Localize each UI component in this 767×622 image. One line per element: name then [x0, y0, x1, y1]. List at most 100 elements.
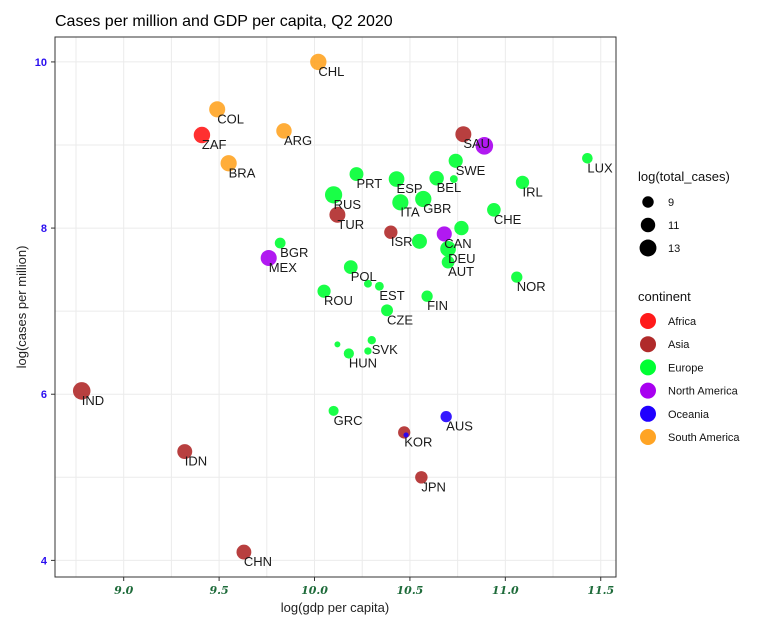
data-point: [324, 186, 343, 204]
data-point: [381, 304, 394, 317]
data-point: [511, 271, 523, 283]
y-axis-title: log(cases per million): [14, 246, 29, 369]
color-legend: continent Africa Asia Europe North America O…: [638, 289, 740, 445]
data-point: [343, 260, 358, 275]
size-legend-key: [640, 217, 656, 233]
point-label: CZE: [387, 312, 413, 327]
data-point: [421, 290, 433, 302]
data-point: [388, 171, 405, 187]
data-point: [415, 471, 428, 484]
data-point: [582, 152, 593, 164]
data-point: [374, 281, 384, 291]
point-label: DEU: [448, 251, 475, 266]
color-legend-key: [640, 429, 656, 445]
color-legend-key: [640, 405, 656, 422]
data-point: [515, 175, 530, 190]
data-point: [343, 348, 354, 359]
point-label: ISR: [391, 234, 413, 249]
point-label: ZAF: [202, 137, 227, 152]
data-point: [455, 126, 472, 143]
point-label: FIN: [427, 298, 448, 313]
data-point: [177, 444, 193, 460]
point-label: IRL: [523, 184, 543, 199]
x-axis-title: log(gdp per capita): [281, 600, 389, 615]
point-label: AUS: [446, 419, 473, 434]
size-legend-key: [639, 239, 657, 257]
color-legend-key: [640, 382, 656, 399]
panel-border: [54, 36, 617, 578]
y-tick-label: 8: [41, 223, 47, 235]
color-legend-label: South America: [668, 432, 740, 444]
point-label: ROU: [324, 293, 353, 308]
point-label: ARG: [284, 133, 312, 148]
data-point: [441, 255, 455, 269]
y-tick-label: 4: [41, 555, 48, 567]
point-label: EST: [379, 288, 404, 303]
points-layer: [72, 53, 593, 560]
point-label: GRC: [334, 413, 363, 428]
data-point: [367, 336, 376, 345]
y-tick-label: 6: [41, 389, 47, 401]
point-label: CHN: [244, 554, 272, 569]
data-point: [274, 237, 286, 249]
size-legend-key: [642, 196, 654, 208]
data-point: [220, 155, 237, 172]
point-label: NOR: [517, 279, 546, 294]
point-label: BGR: [280, 245, 308, 260]
point-label: BRA: [229, 165, 256, 180]
point-label: SWE: [456, 163, 486, 178]
point-label: IDN: [185, 454, 207, 469]
color-legend-key: [640, 313, 656, 329]
point-label: JPN: [421, 479, 446, 494]
y-tick-label: 10: [35, 57, 47, 69]
data-point: [349, 167, 364, 182]
data-point: [236, 544, 252, 560]
data-point: [328, 405, 339, 416]
data-point: [260, 249, 277, 267]
point-label: SAU: [463, 136, 490, 151]
point-label: BEL: [437, 180, 462, 195]
point-label: PRT: [356, 176, 382, 191]
color-legend-label: Oceania: [668, 409, 710, 421]
point-label: LUX: [587, 160, 613, 175]
color-legend-title: continent: [638, 289, 691, 304]
data-point: [475, 137, 494, 155]
chart-title: Cases per million and GDP per capita, Q2…: [55, 13, 393, 30]
point-label: ITA: [400, 204, 420, 219]
data-point: [429, 171, 444, 186]
x-tick-label: 10.5: [397, 584, 424, 597]
grid: [55, 37, 616, 577]
size-legend-label: 9: [668, 197, 674, 209]
panel-background: [55, 37, 616, 577]
data-point: [384, 225, 398, 239]
data-point: [363, 279, 372, 288]
data-point: [448, 153, 463, 168]
color-legend-key: [640, 359, 656, 376]
size-legend-label: 13: [668, 243, 680, 255]
data-point: [193, 126, 211, 144]
data-point: [209, 101, 226, 118]
data-point: [454, 220, 469, 236]
point-label: CAN: [444, 236, 471, 251]
x-tick-label: 11.5: [587, 584, 614, 597]
color-legend-key: [640, 336, 656, 353]
point-label: ESP: [397, 181, 423, 196]
color-legend-label: Africa: [668, 316, 697, 328]
point-label: MEX: [269, 260, 298, 275]
data-point: [364, 347, 372, 355]
color-legend-label: Europe: [668, 362, 703, 374]
data-point: [440, 411, 452, 423]
x-tick-label: 10.0: [301, 584, 328, 597]
data-point: [276, 123, 292, 139]
color-legend-label: North America: [668, 386, 739, 398]
point-label: COL: [217, 111, 244, 126]
data-point: [334, 341, 341, 348]
point-label: AUT: [448, 264, 474, 279]
size-legend: log(total_cases) 9 11 13: [638, 169, 730, 257]
point-label: POL: [351, 269, 377, 284]
point-label: KOR: [404, 434, 432, 449]
size-legend-label: 11: [668, 220, 679, 232]
x-axis: 9.0 9.5 10.0 10.5 11.0 11.5: [114, 577, 614, 597]
